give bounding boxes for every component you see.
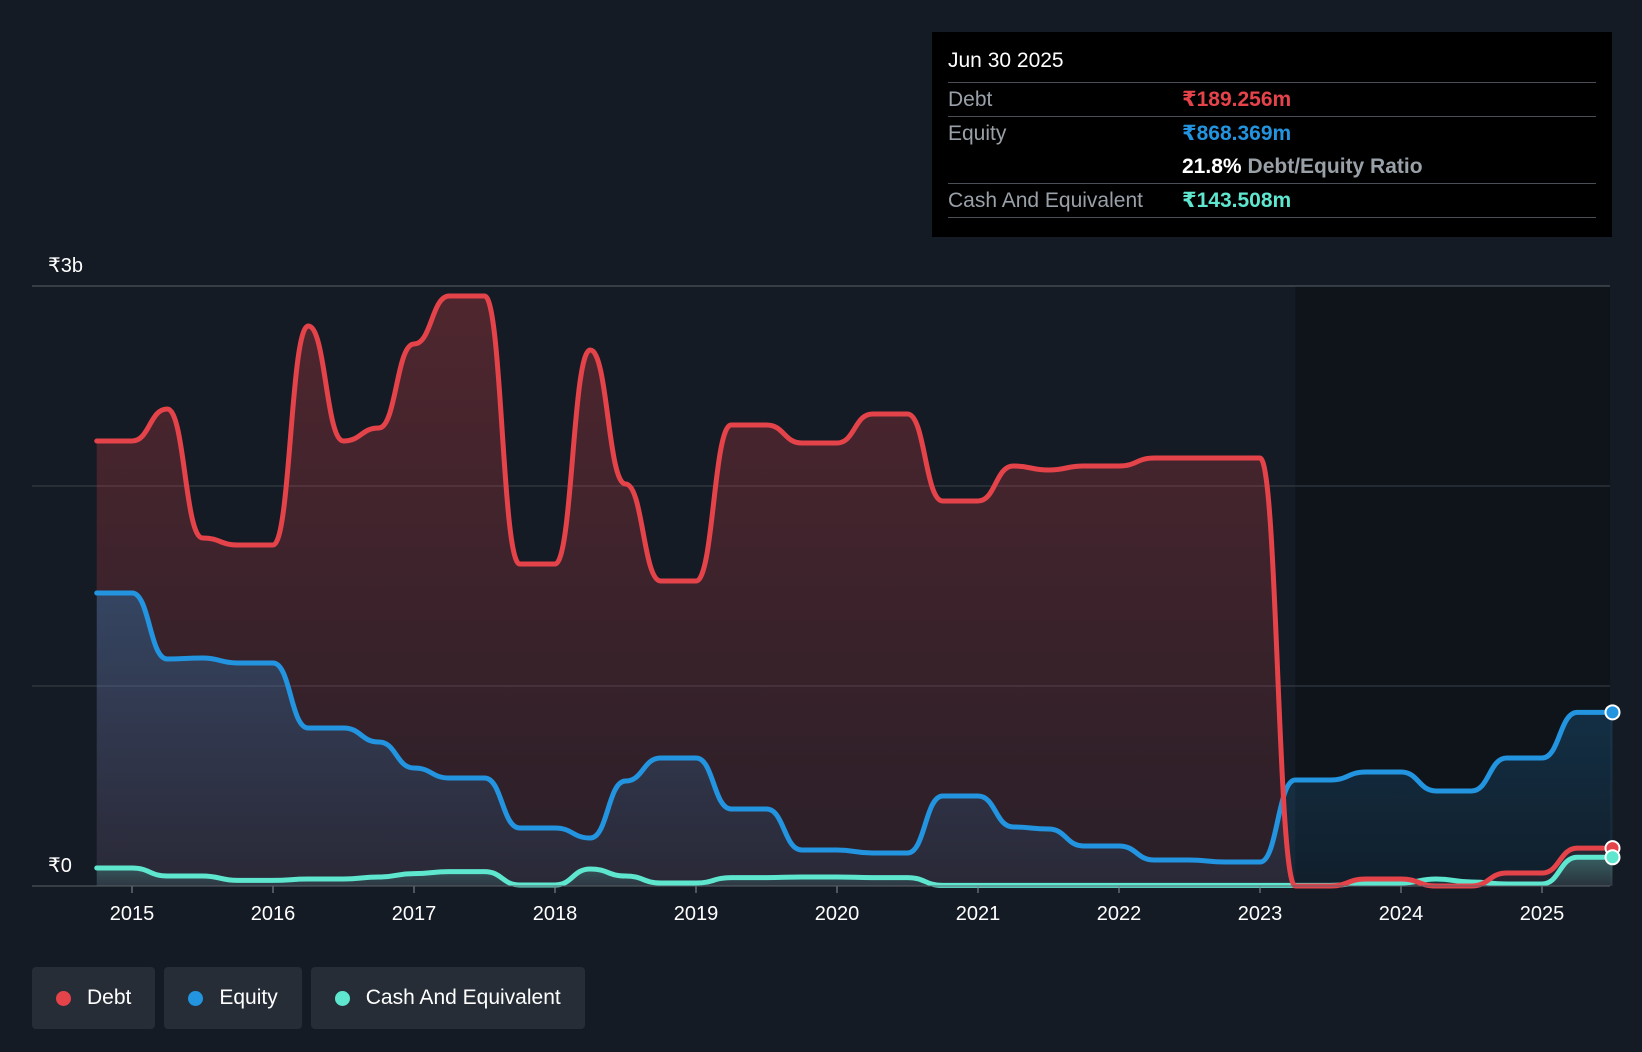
debt-area [96,296,1613,886]
tooltip-row-equity: Equity ₹868.369m [948,117,1596,150]
tooltip-row-cash: Cash And Equivalent ₹143.508m [948,184,1596,218]
tooltip-cash-value: ₹143.508m [1182,189,1292,212]
equity-line [94,590,1615,865]
tooltip-debt-key: Debt [948,88,993,111]
x-tick-label-2019: 2019 [674,903,719,925]
legend-item-debt[interactable]: Debt [32,967,156,1029]
legend-item-equity[interactable]: Equity [164,967,302,1029]
legend: Debt Equity Cash And Equivalent [32,967,585,1029]
y-tick-label-0: ₹3b [48,255,83,277]
tooltip-ratio-label: Debt/Equity Ratio [1247,155,1423,178]
tooltip-ratio: 21.8% Debt/Equity Ratio [1182,150,1423,183]
tooltip-date: Jun 30 2025 [948,46,1596,83]
legend-item-cash[interactable]: Cash And Equivalent [310,967,585,1029]
x-tick-label-2017: 2017 [392,903,437,925]
tooltip-ratio-value: 21.8% [1182,155,1242,178]
x-tick-label-2023: 2023 [1238,903,1283,925]
legend-dot-equity-icon [188,990,204,1006]
x-tick-label-2021: 2021 [956,903,1001,925]
tooltip-equity-value: ₹868.369m [1182,122,1292,145]
cash-line [94,854,1615,888]
tooltip-row-ratio: 21.8% Debt/Equity Ratio [948,150,1596,184]
cash-area [96,857,1613,886]
x-tick-label-2018: 2018 [533,903,578,925]
x-tick-label-2015: 2015 [110,903,155,925]
legend-dot-debt-icon [56,990,71,1006]
equity-area [96,593,1613,886]
cash-end-marker [1604,849,1621,866]
legend-dot-cash-icon [334,990,350,1006]
legend-label-debt: Debt [87,986,132,1009]
x-tick-label-2024: 2024 [1379,903,1424,925]
tooltip-debt-value: ₹189.256m [1182,88,1292,111]
tooltip-panel: Jun 30 2025 Debt ₹189.256m Equity ₹868.3… [932,32,1612,237]
tooltip-cash-key: Cash And Equivalent [948,189,1143,212]
x-tick-label-2022: 2022 [1097,903,1142,925]
equity-end-marker [1604,704,1621,721]
x-tick-label-2016: 2016 [251,903,296,925]
tooltip-row-debt: Debt ₹189.256m [948,83,1596,117]
x-tick-label-2025: 2025 [1520,903,1565,925]
tooltip-ratio-key [948,150,1182,183]
tooltip-equity-key: Equity [948,122,1007,145]
legend-label-cash: Cash And Equivalent [365,986,561,1009]
y-tick-label-1: ₹0 [48,855,72,877]
legend-label-equity: Equity [219,986,278,1009]
x-tick-label-2020: 2020 [815,903,860,925]
